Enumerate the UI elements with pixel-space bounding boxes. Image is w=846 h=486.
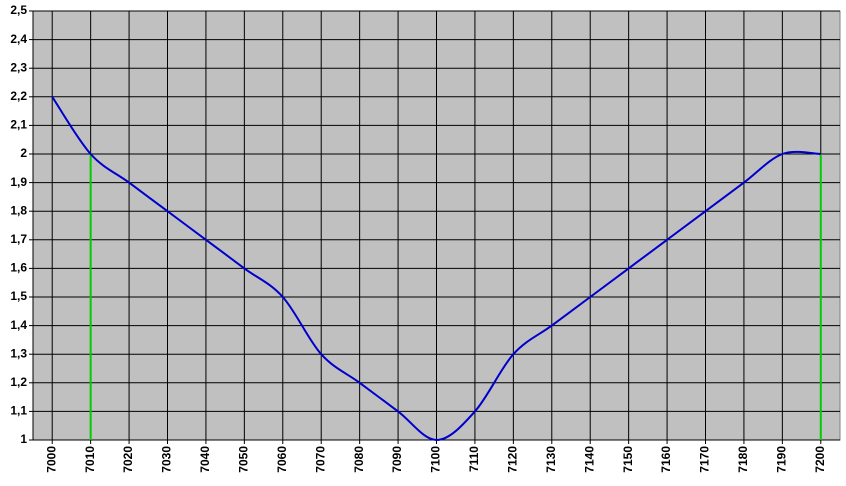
y-tick-label: 1,1 <box>10 404 27 418</box>
y-tick-label: 2,5 <box>10 3 27 17</box>
x-tick-label: 7200 <box>813 446 827 473</box>
x-tick-label: 7080 <box>352 446 366 473</box>
y-tick-label: 2,4 <box>10 32 27 46</box>
x-tick-label: 7060 <box>275 446 289 473</box>
y-tick-label: 1,9 <box>10 175 27 189</box>
y-tick-label: 2,1 <box>10 118 27 132</box>
x-tick-label: 7050 <box>237 446 251 473</box>
y-tick-label: 1,7 <box>10 232 27 246</box>
x-tick-label: 7020 <box>121 446 135 473</box>
y-tick-label: 2,3 <box>10 60 27 74</box>
x-tick-label: 7090 <box>390 446 404 473</box>
x-tick-label: 7070 <box>313 446 327 473</box>
y-tick-label: 1,2 <box>10 375 27 389</box>
x-tick-label: 7160 <box>659 446 673 473</box>
x-tick-label: 7140 <box>582 446 596 473</box>
x-tick-label: 7040 <box>198 446 212 473</box>
y-tick-label: 1 <box>20 432 27 446</box>
y-tick-label: 1,3 <box>10 346 27 360</box>
y-tick-label: 1,4 <box>10 318 27 332</box>
x-tick-label: 7150 <box>621 446 635 473</box>
x-tick-label: 7000 <box>44 446 58 473</box>
series-line <box>51 96 821 442</box>
y-tick-label: 1,8 <box>10 203 27 217</box>
x-tick-label: 7010 <box>83 446 97 473</box>
x-tick-label: 7030 <box>160 446 174 473</box>
x-tick-label: 7120 <box>506 446 520 473</box>
y-tick-label: 2 <box>20 146 27 160</box>
x-tick-label: 7130 <box>544 446 558 473</box>
x-tick-label: 7170 <box>698 446 712 473</box>
x-tick-label: 7100 <box>429 446 443 473</box>
y-tick-label: 1,5 <box>10 289 27 303</box>
x-tick-label: 7180 <box>736 446 750 473</box>
y-tick-label: 1,6 <box>10 261 27 275</box>
x-tick-label: 7190 <box>775 446 789 473</box>
y-tick-label: 2,2 <box>10 89 27 103</box>
x-tick-label: 7110 <box>467 446 481 472</box>
